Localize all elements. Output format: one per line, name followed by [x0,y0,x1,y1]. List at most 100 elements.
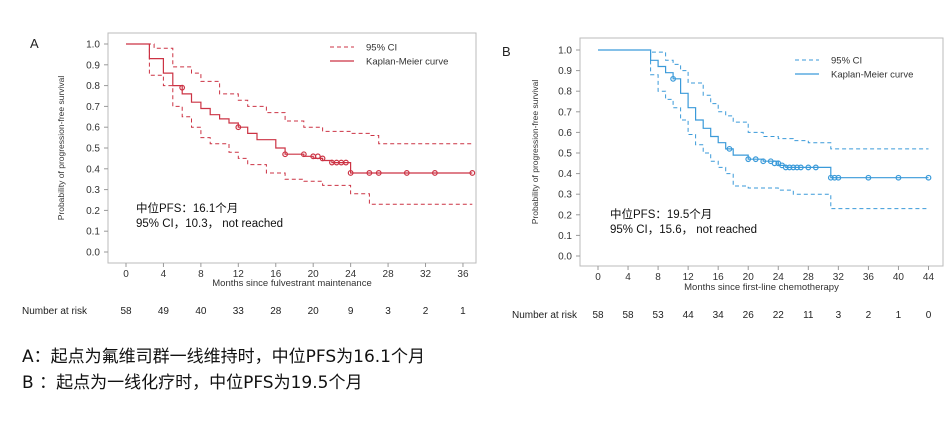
censor-mark [786,164,793,171]
plot-frame [579,37,944,267]
x-tick-label: 32 [420,269,432,280]
x-tick-label: 28 [383,269,395,280]
risk-table-label: Number at risk [512,310,578,321]
risk-count: 28 [270,306,282,317]
censor-mark [403,170,410,176]
y-tick-label: 0.8 [558,87,572,98]
y-tick-label: 1.0 [86,40,100,51]
censor-mark [835,174,842,181]
y-tick-label: 0.2 [86,206,100,217]
captions: A：起点为氟维司群一线维持时，中位PFS为16.1个月 B ：起点为一线化疗时，… [22,344,425,396]
x-tick-label: 12 [683,272,695,283]
x-tick-label: 12 [233,269,245,280]
annotation-line-1: 95% CI，15.6， not reached [610,224,757,236]
risk-count: 1 [460,306,466,317]
x-tick-label: 40 [893,272,905,283]
series-line-2 [598,49,929,210]
y-tick-label: 0.5 [86,144,100,155]
censor-mark [726,145,733,152]
risk-count: 53 [653,310,665,321]
censor-mark [752,156,759,163]
risk-count: 44 [683,310,695,321]
x-tick-label: 44 [923,272,935,283]
x-tick-label: 32 [833,272,845,283]
risk-count: 33 [233,306,245,317]
y-tick-label: 0.7 [86,102,100,113]
risk-count: 3 [836,310,842,321]
y-tick-label: 0.7 [558,107,572,118]
y-tick-label: 1.0 [558,46,572,57]
caption-a: A：起点为氟维司群一线维持时，中位PFS为16.1个月 [22,347,426,367]
risk-count: 58 [592,310,604,321]
censor-mark [865,174,872,181]
y-tick-label: 0.2 [558,210,572,221]
annotation-line-1: 95% CI，10.3， not reached [136,218,283,230]
legend-label-km: Kaplan-Meier curve [366,57,448,68]
x-tick-label: 24 [773,272,785,283]
x-axis-title: Months since first-line chemotherapy [684,282,839,293]
censor-mark [895,174,902,181]
censor-mark [745,156,752,163]
x-tick-label: 28 [803,272,815,283]
censor-mark [771,160,778,167]
risk-count: 3 [385,306,391,317]
km-figure: A 0.0 0.1 0.2 0.3 0.4 0.5 0.6 0.7 0.8 0.9 1.0 0 4 8 12 1… [22,32,944,321]
censor-mark [794,164,800,171]
x-tick-label: 8 [655,272,661,283]
annotation-line-0: 中位PFS：19.5个月 [610,207,712,221]
censor-mark [782,164,789,171]
censor-mark [805,164,812,171]
x-tick-label: 16 [713,272,725,283]
y-tick-label: 0.6 [558,128,572,139]
y-tick-label: 0.5 [558,149,572,160]
risk-table-label: Number at risk [22,306,88,317]
risk-count: 58 [622,310,634,321]
y-tick-label: 0.0 [86,248,100,259]
x-tick-label: 0 [123,269,129,280]
risk-count: 1 [896,310,902,321]
censor-mark [366,170,373,176]
censor-mark [469,170,476,176]
risk-count: 58 [120,306,132,317]
y-tick-label: 0.3 [86,185,100,196]
series-line-2 [126,43,473,205]
risk-count: 22 [773,310,785,321]
x-tick-label: 20 [743,272,755,283]
risk-count: 49 [158,306,170,317]
censor-mark [347,170,354,176]
censor-mark [790,164,797,171]
censor-mark [431,170,438,176]
risk-count: 20 [308,306,320,317]
x-tick-label: 20 [308,269,320,280]
risk-count: 9 [348,306,354,317]
x-axis-title: Months since fulvestrant maintenance [212,278,371,289]
x-tick-label: 16 [270,269,282,280]
y-tick-label: 0.0 [558,252,572,263]
risk-count: 11 [803,310,814,321]
risk-count: 26 [743,310,755,321]
y-tick-label: 0.3 [558,190,572,201]
legend-label-ci: 95% CI [366,43,397,54]
censor-mark [343,159,349,166]
legend-label-km: Kaplan-Meier curve [831,70,913,81]
chart-panel-a: A0.00.10.20.30.40.50.60.70.80.91.00 4 8 12 1… [22,32,477,317]
y-tick-label: 0.9 [86,60,100,71]
risk-count: 34 [713,310,725,321]
x-tick-label: 24 [345,269,357,280]
censor-mark [670,75,677,82]
panel-label: B [502,44,511,59]
risk-count: 40 [195,306,207,317]
y-tick-label: 0.1 [86,227,100,238]
series-line-1 [126,43,473,145]
y-tick-label: 0.8 [86,81,100,92]
x-tick-label: 4 [625,272,631,283]
y-axis-title: Probability of progression-free survival [56,76,66,221]
panel-label: A [30,36,39,51]
y-tick-label: 0.4 [558,169,572,180]
censor-mark [797,164,804,171]
censor-mark [831,174,838,181]
censor-mark [319,155,326,162]
caption-b: B ：起点为一线化疗时，中位PFS为19.5个月 [22,373,363,393]
legend-label-ci: 95% CI [831,56,862,67]
y-tick-label: 0.1 [558,231,572,242]
